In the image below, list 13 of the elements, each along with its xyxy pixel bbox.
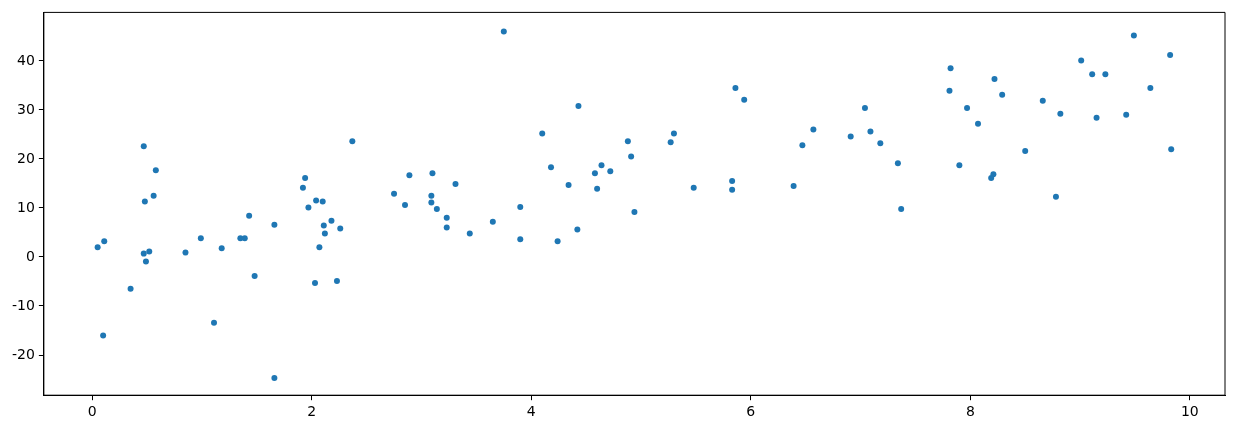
y-tick-label: 0	[25, 247, 35, 264]
y-tick-label: 10	[17, 198, 35, 215]
y-tick-label: 20	[17, 149, 35, 166]
y-tick-label: 30	[17, 100, 35, 117]
x-tick-label: 2	[307, 403, 317, 420]
x-tick-label: 4	[526, 403, 536, 420]
y-tick-label: 40	[17, 51, 35, 68]
x-tick-label: 10	[1180, 403, 1199, 420]
y-tick-label: -10	[11, 296, 35, 313]
x-tick-label: 6	[746, 403, 756, 420]
x-tick-label: 0	[87, 403, 97, 420]
x-tick-label: 8	[965, 403, 975, 420]
y-tick-label: -20	[11, 345, 35, 362]
